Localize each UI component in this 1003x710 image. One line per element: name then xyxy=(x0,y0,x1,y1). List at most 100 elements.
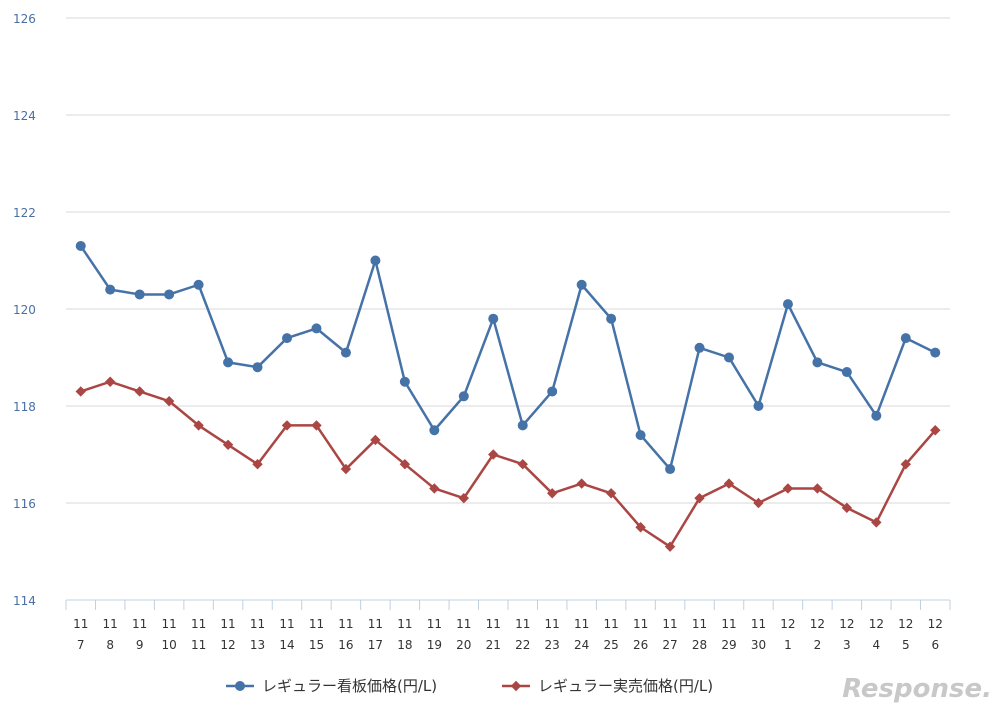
x-tick-label-day: 11 xyxy=(191,638,206,652)
series-line xyxy=(79,245,936,471)
x-tick-label-day: 30 xyxy=(751,638,766,652)
y-tick-label: 120 xyxy=(13,303,36,317)
x-tick-label-month: 11 xyxy=(574,617,589,631)
x-tick-label-month: 12 xyxy=(869,617,884,631)
x-tick-label-day: 28 xyxy=(692,638,707,652)
data-point xyxy=(163,395,175,407)
y-tick-label: 114 xyxy=(13,594,36,608)
series-1 xyxy=(75,240,941,475)
x-tick-label-day: 4 xyxy=(873,638,881,652)
y-tick-label: 126 xyxy=(13,12,36,26)
data-point xyxy=(547,386,558,397)
data-point xyxy=(311,323,322,334)
x-tick-label-month: 11 xyxy=(220,617,235,631)
x-tick-label-day: 8 xyxy=(106,638,114,652)
legend-marker xyxy=(510,680,522,692)
data-point xyxy=(222,439,234,450)
data-point xyxy=(605,488,617,499)
data-point xyxy=(782,483,794,494)
x-tick-label-month: 11 xyxy=(103,617,118,631)
x-tick-label-month: 11 xyxy=(279,617,294,631)
x-tick-label-day: 12 xyxy=(220,638,235,652)
y-tick-label: 118 xyxy=(13,400,36,414)
x-tick-label-day: 25 xyxy=(603,638,618,652)
y-axis: 114 116 118 120 122 124 126 xyxy=(13,12,36,608)
series-group xyxy=(75,240,941,552)
x-tick-label-day: 1 xyxy=(784,638,792,652)
x-tick-label-month: 11 xyxy=(309,617,324,631)
x-tick-label-day: 5 xyxy=(902,638,910,652)
legend: レギュラー看板価格(円/L) レギュラー実売価格(円/L) xyxy=(226,677,713,695)
x-tick-label-day: 16 xyxy=(338,638,353,652)
data-point xyxy=(429,425,440,436)
data-point xyxy=(841,502,853,514)
data-point xyxy=(694,492,705,504)
x-tick-label-day: 18 xyxy=(397,638,412,652)
data-point xyxy=(576,478,587,489)
x-tick-label-month: 12 xyxy=(928,617,943,631)
x-tick-label-day: 20 xyxy=(456,638,471,652)
legend-item-2: レギュラー実売価格(円/L) xyxy=(502,677,713,695)
data-point xyxy=(635,430,646,441)
data-point xyxy=(399,459,411,470)
data-point xyxy=(694,342,705,353)
x-tick-label-day: 19 xyxy=(427,638,442,652)
x-tick-label-day: 22 xyxy=(515,638,530,652)
x-tick-label-day: 14 xyxy=(279,638,294,652)
x-tick-label-day: 23 xyxy=(545,638,560,652)
data-point xyxy=(900,459,911,470)
x-tick-label-month: 11 xyxy=(250,617,265,631)
data-point xyxy=(517,420,528,431)
data-point xyxy=(134,289,145,300)
x-tick-label-month: 12 xyxy=(810,617,825,631)
x-tick-label-month: 11 xyxy=(73,617,88,631)
data-point xyxy=(429,483,440,494)
x-tick-label-day: 27 xyxy=(662,638,677,652)
x-tick-label-month: 11 xyxy=(603,617,618,631)
x-tick-label-day: 2 xyxy=(814,638,822,652)
x-tick-label-month: 12 xyxy=(780,617,795,631)
x-tick-label-day: 15 xyxy=(309,638,324,652)
x-tick-label-month: 11 xyxy=(662,617,677,631)
data-point xyxy=(576,279,587,290)
x-axis: 1171181191110111111121113111411151116111… xyxy=(65,599,951,652)
data-point xyxy=(664,541,676,552)
data-point xyxy=(930,425,941,436)
x-tick-label-month: 11 xyxy=(427,617,442,631)
x-tick-label-day: 9 xyxy=(136,638,144,652)
data-point xyxy=(193,279,204,290)
data-point xyxy=(458,391,469,402)
y-tick-label: 122 xyxy=(13,206,36,220)
y-tick-label: 124 xyxy=(13,109,36,123)
legend-label: レギュラー看板価格(円/L) xyxy=(262,677,437,695)
data-point xyxy=(252,459,263,470)
x-tick-label-month: 11 xyxy=(191,617,206,631)
x-tick-label-month: 11 xyxy=(545,617,560,631)
data-point xyxy=(105,284,116,295)
data-point xyxy=(370,434,381,446)
data-point xyxy=(340,463,352,475)
data-point xyxy=(841,367,852,378)
grid-lines xyxy=(66,17,950,504)
x-tick-label-day: 24 xyxy=(574,638,589,652)
data-point xyxy=(547,488,558,499)
data-point xyxy=(871,517,882,528)
x-tick-label-month: 12 xyxy=(839,617,854,631)
data-point xyxy=(282,333,292,344)
data-point xyxy=(488,313,499,324)
data-point xyxy=(399,376,410,387)
x-tick-label-month: 12 xyxy=(898,617,913,631)
x-tick-label-day: 6 xyxy=(931,638,939,652)
x-tick-label-month: 11 xyxy=(751,617,766,631)
x-tick-label-day: 3 xyxy=(843,638,851,652)
data-point xyxy=(134,386,145,397)
data-point xyxy=(164,289,175,300)
x-tick-label-month: 11 xyxy=(456,617,471,631)
data-point xyxy=(871,410,882,421)
legend-marker xyxy=(235,681,245,691)
data-point xyxy=(930,347,941,358)
x-tick-label-day: 26 xyxy=(633,638,648,652)
x-tick-label-month: 11 xyxy=(633,617,648,631)
x-tick-label-month: 11 xyxy=(397,617,412,631)
